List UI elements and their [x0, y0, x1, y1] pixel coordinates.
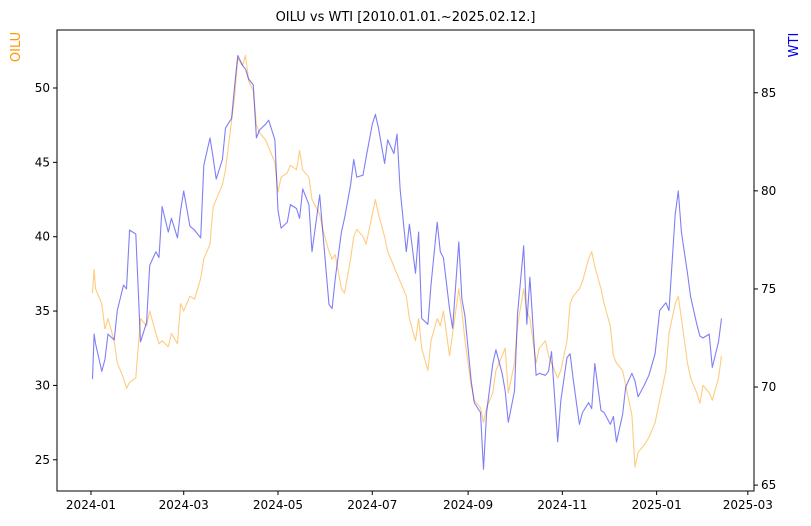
y-left-tick-label: 35 [35, 304, 50, 318]
x-tick-label: 2024-09 [443, 498, 493, 512]
x-tick-label: 2024-01 [66, 498, 116, 512]
y-right-tick-label: 75 [761, 282, 776, 296]
plot-frame [56, 29, 755, 492]
x-tick-label: 2024-07 [347, 498, 397, 512]
y-axis-left-label: OILU [9, 32, 24, 62]
x-tick-label: 2025-01 [632, 498, 682, 512]
y-right-tick-label: 70 [761, 380, 776, 394]
series-line-wti [91, 54, 723, 470]
y-axis-left: 25 30 35 40 45 50 [35, 81, 57, 467]
y-axis-right-label: WTI [787, 33, 802, 58]
y-left-tick-label: 40 [35, 230, 50, 244]
y-right-tick-label: 65 [761, 478, 776, 492]
series-line-oilu [91, 54, 723, 468]
x-tick-label: 2024-05 [253, 498, 303, 512]
y-left-tick-label: 25 [35, 453, 50, 467]
y-left-tick-label: 30 [35, 378, 50, 392]
x-tick-label: 2025-03 [723, 498, 773, 512]
x-tick-label: 2024-11 [537, 498, 587, 512]
series-layer [91, 54, 723, 470]
x-axis: 2024-01 2024-03 2024-05 2024-07 2024-09 2024-… [66, 491, 773, 512]
chart-title: OILU vs WTI [2010.01.01.~2025.02.12.] [276, 10, 536, 25]
plot-area [56, 29, 755, 492]
y-left-tick-label: 50 [35, 81, 50, 95]
y-right-tick-label: 80 [761, 184, 776, 198]
y-right-tick-label: 85 [761, 86, 776, 100]
x-tick-label: 2024-03 [159, 498, 209, 512]
y-left-tick-label: 45 [35, 155, 50, 169]
y-axis-right: 65 70 75 80 85 [754, 86, 776, 492]
